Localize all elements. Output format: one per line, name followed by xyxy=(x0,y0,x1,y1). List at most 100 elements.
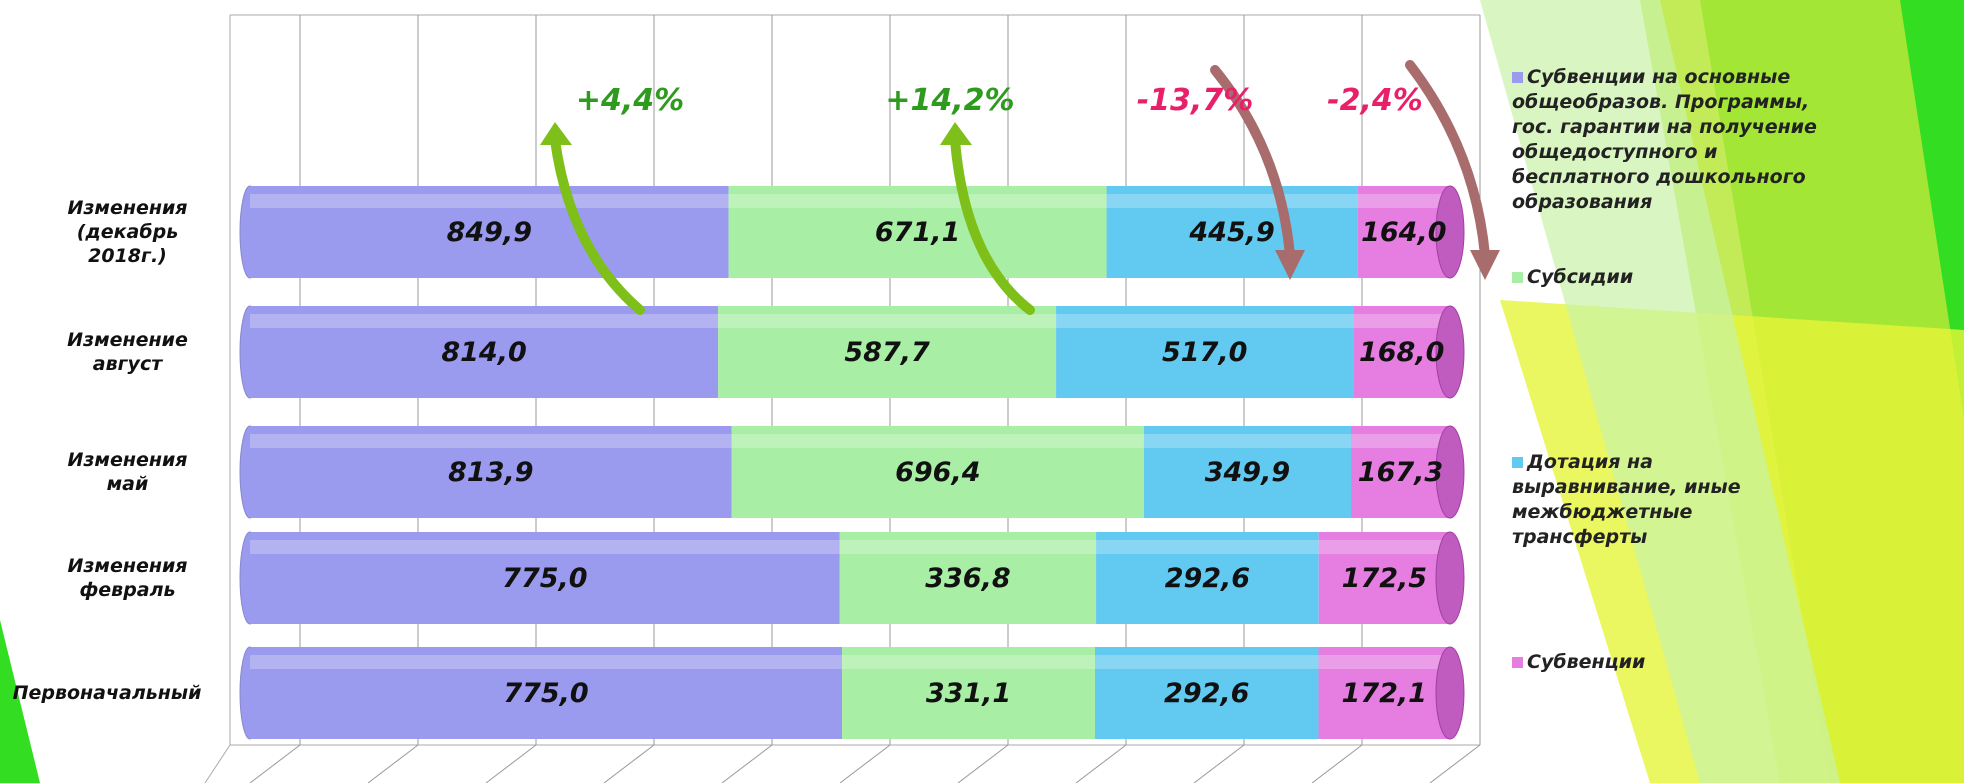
category-label: Изменения (декабрь 2018г.) xyxy=(67,197,188,267)
floor-line-decor xyxy=(1193,744,1245,783)
data-label: 671,1 xyxy=(875,217,960,248)
data-label: 172,1 xyxy=(1342,678,1427,709)
legend-item: Дотация на выравнивание, иные межбюджетн… xyxy=(1512,450,1822,550)
bar-segment xyxy=(1106,186,1358,278)
bar-shine xyxy=(728,194,1107,208)
data-label: 813,9 xyxy=(448,457,533,488)
bar-segment xyxy=(1318,647,1450,739)
annotation: -13,7% xyxy=(1137,83,1254,118)
bar-shine xyxy=(1318,655,1450,669)
bar-shine xyxy=(1143,434,1351,448)
bar-segment xyxy=(1353,306,1450,398)
bar-shine xyxy=(250,434,732,448)
bar-segment xyxy=(1357,186,1450,278)
category-label: Изменение август xyxy=(67,329,188,375)
bar-segment xyxy=(1318,532,1450,624)
bar-shine xyxy=(250,314,719,328)
data-label: 349,9 xyxy=(1205,457,1290,488)
floor-line-decor xyxy=(721,744,773,783)
data-label: 172,5 xyxy=(1342,563,1427,594)
bar-segment xyxy=(1096,532,1319,624)
bar-segment xyxy=(1056,306,1354,398)
legend-text: Дотация на выравнивание, иные межбюджетн… xyxy=(1512,451,1741,548)
data-label: 292,6 xyxy=(1165,563,1250,594)
data-label: 336,8 xyxy=(925,563,1010,594)
bar-cap-right xyxy=(1435,185,1465,279)
bar-shine xyxy=(718,314,1057,328)
bar-segment xyxy=(250,532,840,624)
data-label: 517,0 xyxy=(1162,337,1247,368)
legend-text: Субвенции на основные общеобразов. Прогр… xyxy=(1512,66,1817,213)
legend-marker xyxy=(1512,272,1523,283)
legend-item: Субвенции на основные общеобразов. Прогр… xyxy=(1512,65,1822,215)
annotation: -2,4% xyxy=(1327,83,1423,118)
annotations: +4,4% +14,2% -13,7% -2,4% xyxy=(576,83,1423,118)
legend-text: Субсидии xyxy=(1527,266,1634,288)
bar-cap-right xyxy=(1435,305,1465,399)
bar-segment xyxy=(731,426,1144,518)
data-label: 814,0 xyxy=(441,337,526,368)
bar-shine xyxy=(1318,540,1450,554)
floor-line-decor xyxy=(1075,744,1127,783)
data-label: 164,0 xyxy=(1361,217,1446,248)
legend-text: Субвенции xyxy=(1527,651,1646,673)
data-label: 445,9 xyxy=(1188,217,1274,248)
bar-shine xyxy=(250,540,840,554)
floor-line-decor xyxy=(957,744,1009,783)
bar-shine xyxy=(1096,540,1319,554)
bar-segment xyxy=(250,306,719,398)
data-label: 331,1 xyxy=(926,678,1011,709)
floor-line-decor xyxy=(603,744,655,783)
bar-shine xyxy=(1357,194,1450,208)
category-label: Первоначальный xyxy=(12,682,202,704)
bar-segment xyxy=(250,426,732,518)
bar-shine xyxy=(250,194,729,208)
floor-line-decor xyxy=(249,744,301,783)
bar-shine xyxy=(1350,434,1450,448)
bar-segment xyxy=(842,647,1095,739)
legend-item: Субвенции xyxy=(1512,650,1822,675)
bar-shine xyxy=(839,540,1097,554)
legend-marker xyxy=(1512,457,1523,468)
bar-segment xyxy=(1094,647,1319,739)
data-label: 167,3 xyxy=(1358,457,1443,488)
bar-shine xyxy=(842,655,1095,669)
floor-line-decor xyxy=(1311,744,1363,783)
bar-segment xyxy=(839,532,1097,624)
data-label: 587,7 xyxy=(844,337,930,368)
bar-cap-right xyxy=(1435,531,1465,625)
bar-shine xyxy=(250,655,843,669)
bar-segment xyxy=(728,186,1107,278)
data-label: 696,4 xyxy=(895,457,980,488)
data-label: 775,0 xyxy=(502,563,587,594)
data-label: 292,6 xyxy=(1164,678,1249,709)
bar-segment xyxy=(250,647,843,739)
bar-shine xyxy=(1056,314,1354,328)
data-label: 168,0 xyxy=(1359,337,1444,368)
bar-shine xyxy=(1353,314,1450,328)
floor-line-decor xyxy=(839,744,891,783)
bar-shine xyxy=(1094,655,1319,669)
arrows xyxy=(540,60,1500,315)
annotation: +14,2% xyxy=(885,83,1014,118)
category-label: Изменения февраль xyxy=(67,555,188,601)
annotation: +4,4% xyxy=(576,83,684,118)
bars: 849,9 671,1 445,9 164,0 814,0 587,7 517,0 168,0… xyxy=(239,185,1465,740)
bar-segment xyxy=(1143,426,1351,518)
bar-segment xyxy=(250,186,729,278)
bar-cap-right xyxy=(1435,646,1465,740)
data-label: 849,9 xyxy=(447,217,532,248)
floor-line-decor xyxy=(1429,744,1481,783)
data-label: 775,0 xyxy=(503,678,588,709)
bar-cap-right xyxy=(1435,425,1465,519)
legend-item: Субсидии xyxy=(1512,265,1822,290)
bar-shine xyxy=(731,434,1144,448)
category-label: Изменения май xyxy=(67,449,188,495)
floor-line-decor xyxy=(485,744,537,783)
bar-shine xyxy=(1106,194,1358,208)
legend-marker xyxy=(1512,657,1523,668)
bar-segment xyxy=(718,306,1057,398)
